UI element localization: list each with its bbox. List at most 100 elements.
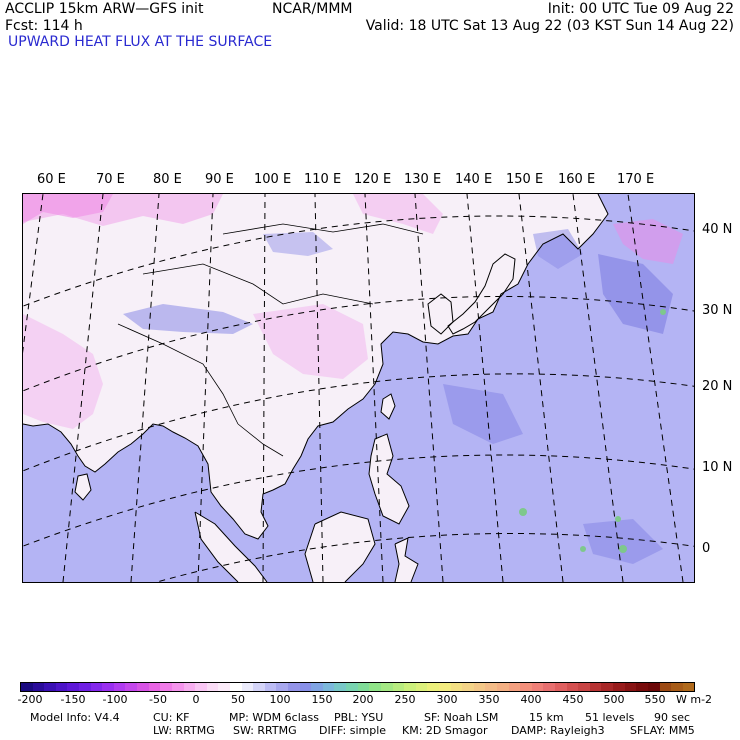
borneo <box>305 512 375 582</box>
latitude-label: 0 <box>702 541 711 556</box>
latitude-label: 40 N <box>702 222 733 237</box>
colorbar-tick: -100 <box>102 693 128 706</box>
forecast-hour: Fcst: 114 h <box>5 18 83 34</box>
sulawesi <box>395 538 418 582</box>
model-info-pbl: PBL: YSU <box>334 711 384 724</box>
colorbar-tick: 100 <box>269 693 291 706</box>
siberia-flux <box>353 194 443 234</box>
colorbar-swatch <box>404 683 416 691</box>
colorbar-swatch <box>160 683 172 691</box>
colorbar-swatch <box>613 683 625 691</box>
model-info-shortwave: SW: RRTMG <box>233 724 297 737</box>
north-pacific-flux-patch <box>533 229 583 269</box>
colorbar-tick: -200 <box>17 693 43 706</box>
colorbar-tick: 550 <box>644 693 666 706</box>
latitude-label: 30 N <box>702 303 733 318</box>
colorbar-tick: 500 <box>603 693 625 706</box>
colorbar-swatch <box>90 683 103 691</box>
pacific-flux-patch <box>598 254 673 334</box>
heat-flux-map <box>22 193 695 583</box>
colorbar-swatch <box>438 683 451 691</box>
colorbar-swatch <box>241 683 254 691</box>
colorbar-swatch <box>253 683 265 691</box>
flux-cell <box>615 516 621 522</box>
colorbar-swatch <box>589 683 602 691</box>
colorbar-tick: 450 <box>562 693 584 706</box>
colorbar-swatch <box>102 683 114 691</box>
colorbar-tick: -50 <box>149 693 167 706</box>
longitude-label: 120 E <box>354 172 392 187</box>
colorbar-tick: 400 <box>520 693 542 706</box>
colorbar-swatch <box>380 683 393 691</box>
colorbar-swatch <box>450 683 463 691</box>
colorbar-swatch <box>55 683 68 691</box>
colorbar-swatch <box>113 683 126 691</box>
model-info-diffusion: DIFF: simple <box>319 724 387 737</box>
center-name: NCAR/MMM <box>272 1 353 17</box>
colorbar-swatch <box>555 683 567 691</box>
longitude-label: 60 E <box>37 172 66 187</box>
longitude-label: 110 E <box>304 172 342 187</box>
colorbar-swatch <box>531 683 544 691</box>
colorbar-swatch <box>195 683 207 691</box>
colorbar-swatch <box>288 683 300 691</box>
flux-cell <box>519 508 527 516</box>
colorbar-swatch <box>67 683 80 691</box>
longitude-label: 130 E <box>404 172 442 187</box>
model-info-cumulus: CU: KF <box>153 711 190 724</box>
model-info-sflay: SFLAY: MM5 <box>630 724 695 737</box>
longitude-label: 170 E <box>617 172 655 187</box>
colorbar-tick: 300 <box>436 693 458 706</box>
colorbar-tick: 50 <box>231 693 245 706</box>
colorbar-swatch <box>218 683 230 691</box>
colorbar-swatch <box>21 683 33 691</box>
model-info-version: Model Info: V4.4 <box>30 711 120 724</box>
colorbar-swatch <box>357 683 370 691</box>
longitude-label: 80 E <box>153 172 182 187</box>
model-info-km: KM: 2D Smagor <box>402 724 488 737</box>
longitude-label: 140 E <box>455 172 493 187</box>
longitude-label: 90 E <box>205 172 234 187</box>
meridians <box>23 194 684 582</box>
latitude-label: 20 N <box>702 379 733 394</box>
colorbar-swatch <box>462 683 474 691</box>
colorbar-swatch <box>647 683 660 691</box>
latitude-label: 10 N <box>702 460 733 475</box>
colorbar-swatch <box>636 683 648 691</box>
longitude-label: 100 E <box>254 172 292 187</box>
colorbar-swatch <box>229 683 242 691</box>
colorbar-swatch <box>299 683 312 691</box>
tropical-flux-patch <box>583 519 663 564</box>
colorbar-swatch <box>346 683 358 691</box>
longitude-label: 150 E <box>506 172 544 187</box>
colorbar <box>20 682 695 692</box>
colorbar-swatch <box>520 683 532 691</box>
colorbar-swatch <box>485 683 497 691</box>
colorbar-swatch <box>79 683 91 691</box>
colorbar-swatch <box>566 683 579 691</box>
flux-cell <box>619 545 627 553</box>
colorbar-swatch <box>148 683 161 691</box>
central-asia-flux <box>23 194 113 224</box>
colorbar-swatch <box>543 683 556 691</box>
model-info-resolution: 15 km <box>529 711 564 724</box>
colorbar-swatch <box>578 683 590 691</box>
model-info-levels: 51 levels <box>585 711 635 724</box>
coastlines <box>23 194 609 582</box>
colorbar-swatch <box>369 683 381 691</box>
colorbar-tick: 200 <box>352 693 374 706</box>
colorbar-swatch <box>427 683 439 691</box>
model-info-longwave: LW: RRTMG <box>153 724 215 737</box>
japan <box>448 254 515 334</box>
model-info-damping: DAMP: Rayleigh3 <box>511 724 605 737</box>
colorbar-swatch <box>508 683 521 691</box>
colorbar-tick: 0 <box>192 693 200 706</box>
colorbar-swatch <box>659 683 672 691</box>
flux-cell <box>660 309 666 315</box>
sri-lanka <box>75 474 91 500</box>
colorbar-tick: -150 <box>60 693 86 706</box>
colorbar-swatch <box>415 683 428 691</box>
colorbar-swatch <box>682 683 695 691</box>
colorbar-swatch <box>44 683 56 691</box>
sumatra <box>195 512 267 582</box>
